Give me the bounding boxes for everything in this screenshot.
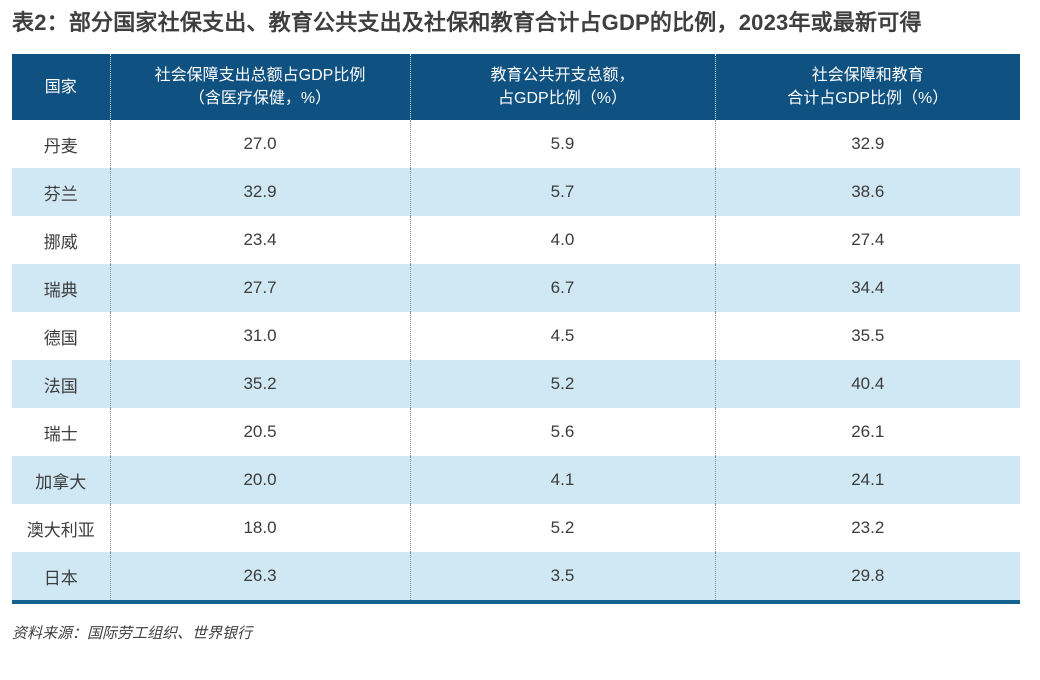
table-row: 澳大利亚 18.0 5.2 23.2 xyxy=(12,504,1020,553)
education-cell: 4.0 xyxy=(409,216,715,265)
total-cell: 34.4 xyxy=(714,264,1020,313)
data-table: 国家 社会保障支出总额占GDP比例 （含医疗保健，%） 教育公共开支总额， 占G… xyxy=(12,54,1020,605)
country-cell: 瑞士 xyxy=(43,424,78,444)
country-cell: 澳大利亚 xyxy=(26,520,95,540)
education-cell: 4.5 xyxy=(409,312,715,361)
country-cell: 芬兰 xyxy=(43,184,78,204)
page: 表2：部分国家社保支出、教育公共支出及社保和教育合计占GDP的比例，2023年或… xyxy=(12,10,1020,643)
table-row: 丹麦 27.0 5.9 32.9 xyxy=(12,120,1020,169)
table-row: 瑞士 20.5 5.6 26.1 xyxy=(12,408,1020,457)
table-row: 日本 26.3 3.5 29.8 xyxy=(12,552,1020,603)
total-cell: 35.5 xyxy=(714,312,1020,361)
social-cell: 26.3 xyxy=(109,552,410,603)
education-cell: 4.1 xyxy=(409,456,715,505)
table-row: 芬兰 32.9 5.7 38.6 xyxy=(12,168,1020,217)
table-row: 加拿大 20.0 4.1 24.1 xyxy=(12,456,1020,505)
country-cell: 法国 xyxy=(43,376,78,396)
education-cell: 5.9 xyxy=(409,120,715,169)
country-cell: 挪威 xyxy=(43,232,78,252)
education-cell: 6.7 xyxy=(409,264,715,313)
table-row: 德国 31.0 4.5 35.5 xyxy=(12,312,1020,361)
social-cell: 27.7 xyxy=(109,264,410,313)
social-cell: 18.0 xyxy=(109,504,410,553)
total-cell: 32.9 xyxy=(714,120,1020,169)
education-cell: 5.7 xyxy=(409,168,715,217)
table-row: 挪威 23.4 4.0 27.4 xyxy=(12,216,1020,265)
header-education-expenditure: 教育公共开支总额， 占GDP比例（%） xyxy=(409,54,715,121)
education-cell: 5.6 xyxy=(409,408,715,457)
header-row: 国家 社会保障支出总额占GDP比例 （含医疗保健，%） 教育公共开支总额， 占G… xyxy=(12,54,1020,121)
table-row: 法国 35.2 5.2 40.4 xyxy=(12,360,1020,409)
total-cell: 23.2 xyxy=(714,504,1020,553)
total-cell: 24.1 xyxy=(714,456,1020,505)
header-social-expenditure: 社会保障支出总额占GDP比例 （含医疗保健，%） xyxy=(109,54,410,121)
table-header: 国家 社会保障支出总额占GDP比例 （含医疗保健，%） 教育公共开支总额， 占G… xyxy=(12,54,1020,121)
country-cell: 日本 xyxy=(43,568,78,588)
education-cell: 5.2 xyxy=(409,360,715,409)
total-cell: 29.8 xyxy=(714,552,1020,603)
social-cell: 23.4 xyxy=(109,216,410,265)
social-cell: 20.5 xyxy=(109,408,410,457)
total-cell: 40.4 xyxy=(714,360,1020,409)
country-cell: 瑞典 xyxy=(43,280,78,300)
table-body: 丹麦 27.0 5.9 32.9 芬兰 32.9 5.7 38.6 挪威 23.… xyxy=(12,120,1020,603)
total-cell: 26.1 xyxy=(714,408,1020,457)
data-source-note: 资料来源：国际劳工组织、世界银行 xyxy=(12,625,253,643)
country-cell: 加拿大 xyxy=(35,472,87,492)
header-combined-total: 社会保障和教育 合计占GDP比例（%） xyxy=(714,54,1020,121)
social-cell: 31.0 xyxy=(109,312,410,361)
education-cell: 5.2 xyxy=(409,504,715,553)
table-title: 表2：部分国家社保支出、教育公共支出及社保和教育合计占GDP的比例，2023年或… xyxy=(12,10,922,35)
social-cell: 35.2 xyxy=(109,360,410,409)
header-country: 国家 xyxy=(12,54,110,121)
total-cell: 38.6 xyxy=(714,168,1020,217)
country-cell: 丹麦 xyxy=(43,136,78,156)
social-cell: 20.0 xyxy=(109,456,410,505)
total-cell: 27.4 xyxy=(714,216,1020,265)
education-cell: 3.5 xyxy=(409,552,715,603)
country-cell: 德国 xyxy=(43,328,78,348)
social-cell: 32.9 xyxy=(109,168,410,217)
social-cell: 27.0 xyxy=(109,120,410,169)
table-row: 瑞典 27.7 6.7 34.4 xyxy=(12,264,1020,313)
